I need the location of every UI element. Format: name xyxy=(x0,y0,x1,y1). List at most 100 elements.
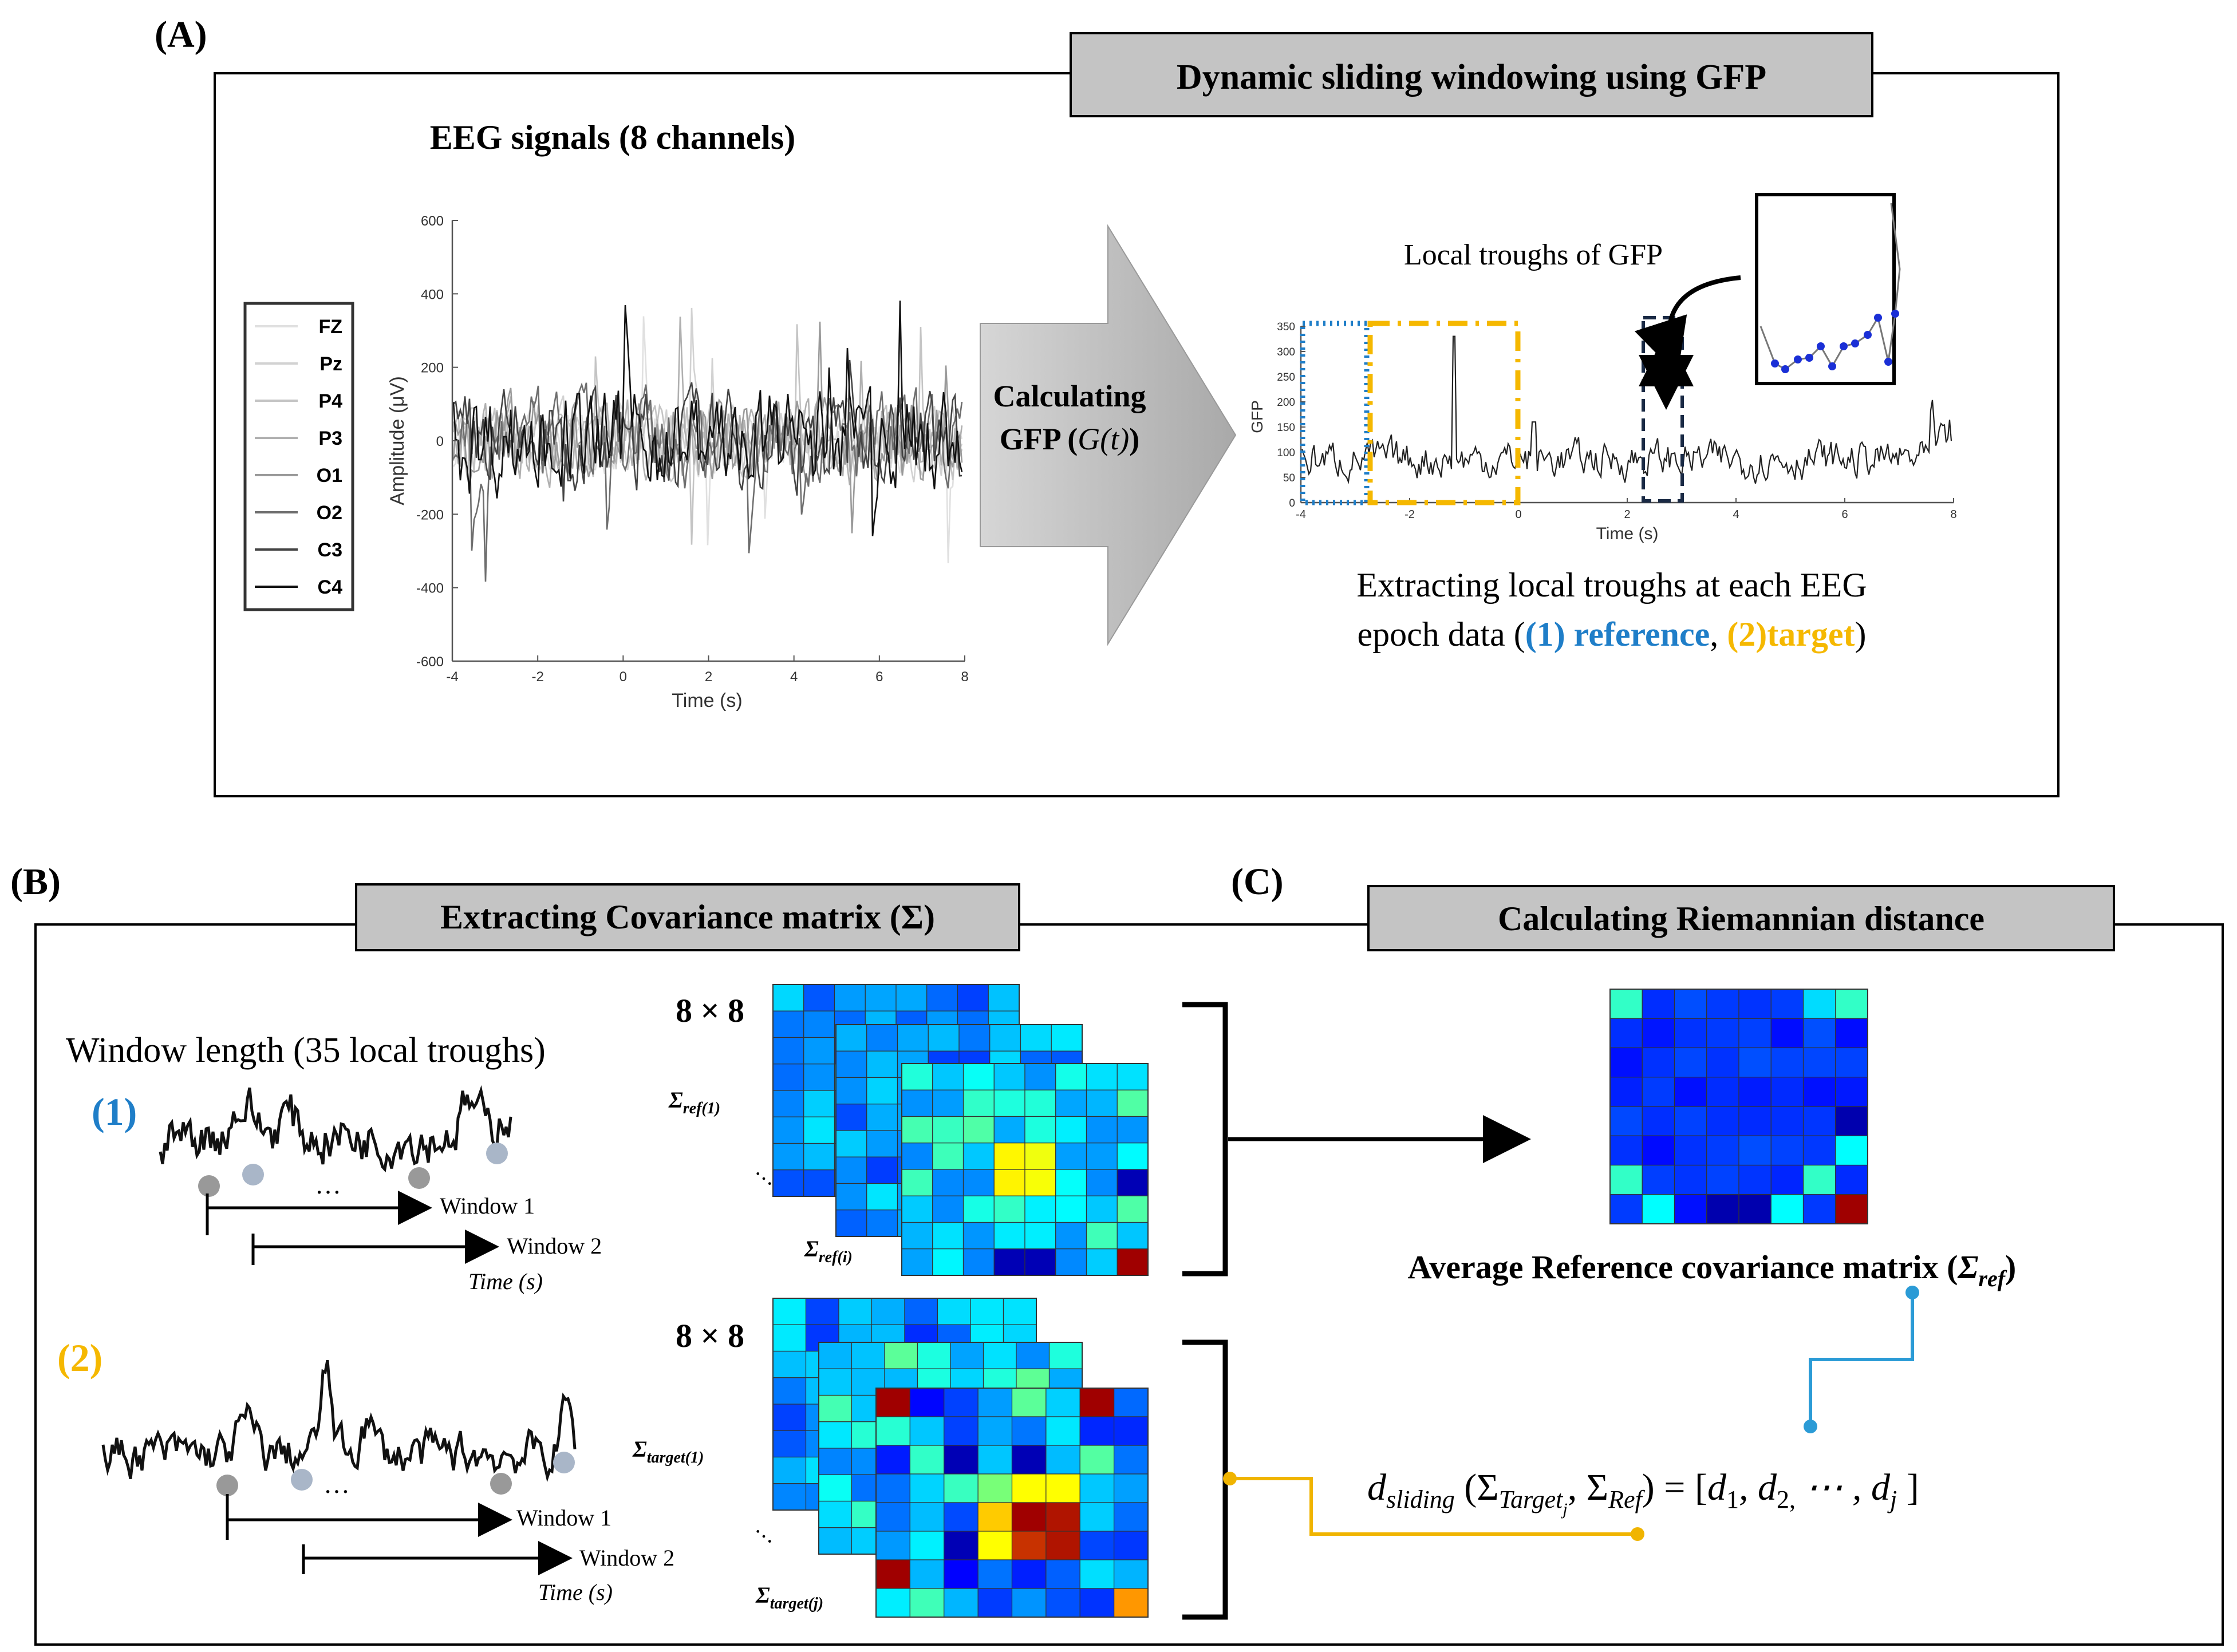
matrix-cell xyxy=(772,1377,807,1405)
matrix-cell xyxy=(818,1421,853,1449)
matrix-cell xyxy=(1802,1194,1836,1224)
matrix-cell xyxy=(835,1077,867,1105)
eeg-trace xyxy=(453,359,962,502)
matrix-cell xyxy=(1079,1388,1115,1417)
matrix-cell xyxy=(1674,989,1707,1019)
matrix-cell xyxy=(818,1500,853,1528)
trough-marker xyxy=(486,1143,508,1164)
matrix-cell xyxy=(1045,1473,1080,1503)
matrix-cell xyxy=(1020,1024,1052,1052)
matrix-cell xyxy=(1835,1194,1868,1224)
panel-bc-frame xyxy=(34,923,2224,1646)
eeg-trace xyxy=(452,301,963,536)
matrix-cell xyxy=(1674,1135,1707,1166)
matrix-cell xyxy=(917,1342,951,1369)
matrix-cell xyxy=(909,1588,945,1618)
legend-entry: FZ xyxy=(318,316,342,338)
trough-point xyxy=(1840,342,1848,350)
matrix-cell xyxy=(1835,1077,1868,1107)
matrix-cell xyxy=(1045,1588,1080,1618)
panel-a: (A) Dynamic sliding windowing using GFP … xyxy=(155,14,2060,797)
matrix-cell xyxy=(875,1588,910,1618)
matrix-cell xyxy=(875,1502,910,1532)
matrix-cell xyxy=(962,1169,995,1196)
matrix-cell xyxy=(1114,1388,1149,1417)
matrix-cell xyxy=(1642,1194,1675,1224)
trough-marker xyxy=(216,1475,238,1496)
matrix-cell xyxy=(835,1050,867,1078)
matrix-cell xyxy=(932,1143,964,1170)
matrix-cell xyxy=(993,1063,1025,1090)
matrix-cell xyxy=(1055,1195,1087,1223)
matrix-cell xyxy=(932,1116,964,1144)
matrix-cell xyxy=(944,1445,979,1475)
matrix-cell xyxy=(1045,1388,1080,1417)
matrix-cell xyxy=(1079,1473,1115,1503)
matrix-cell xyxy=(1738,1135,1772,1166)
trough-marker xyxy=(291,1469,313,1491)
gfp-yticks: 350 300 250 200 150 100 50 0 xyxy=(1277,321,1305,509)
matrix-cell xyxy=(1011,1531,1047,1560)
matrix-cell xyxy=(1011,1473,1047,1503)
matrix-cell xyxy=(871,1298,905,1325)
matrix-cell xyxy=(1079,1416,1115,1446)
matrix-cell xyxy=(1609,1018,1643,1049)
matrix-cell xyxy=(1116,1089,1149,1117)
matrix-cell xyxy=(1835,989,1868,1019)
matrix-cell xyxy=(1086,1169,1118,1196)
trough-point xyxy=(1771,359,1779,367)
covariance-matrix xyxy=(875,1388,1149,1618)
matrix-cell xyxy=(866,1130,898,1157)
matrix-cell xyxy=(1802,1018,1836,1049)
sigma-target1-label: Σtarget(1) xyxy=(632,1436,704,1467)
matrix-cell xyxy=(1738,1194,1772,1224)
target-signal-trace xyxy=(101,1359,577,1483)
gfp-xtick-label: 0 xyxy=(1515,508,1521,521)
matrix-cell xyxy=(904,1298,938,1325)
series1-window2: Window 2 xyxy=(507,1233,602,1259)
matrix-cell xyxy=(1079,1502,1115,1532)
matrix-cell xyxy=(1051,1024,1083,1052)
matrix-cell xyxy=(958,1024,991,1052)
trough-point xyxy=(1851,339,1859,347)
eeg-xtick-label: 2 xyxy=(705,669,712,685)
trough-marker xyxy=(553,1452,575,1473)
matrix-cell xyxy=(772,1090,804,1117)
gfp-ytick-label: 350 xyxy=(1277,321,1295,333)
matrix-cell xyxy=(1086,1143,1118,1170)
matrix-cell xyxy=(901,1248,933,1276)
matrix-cell xyxy=(1055,1248,1087,1276)
series1-label: (1) xyxy=(92,1090,137,1133)
eeg-plot: 600 400 200 0 -200 -400 -600 -4 -2 0 2 4 6 8 Amplitu… xyxy=(243,214,969,712)
window-signal xyxy=(101,1359,577,1483)
matrix-cell xyxy=(909,1502,945,1532)
matrix-cell xyxy=(1738,1164,1772,1195)
matrix-cell xyxy=(993,1116,1025,1144)
eeg-ytick-label: 0 xyxy=(436,434,444,449)
trough-point xyxy=(1864,331,1872,339)
matrix-cell xyxy=(835,1104,867,1131)
matrix-cell xyxy=(1835,1018,1868,1049)
matrix-cell xyxy=(1802,1047,1836,1078)
matrix-cell xyxy=(944,1531,979,1560)
matrix-cell xyxy=(1079,1531,1115,1560)
matrix-cell xyxy=(1086,1248,1118,1276)
matrix-cell xyxy=(835,1156,867,1184)
ref-size-label: 8 × 8 xyxy=(676,992,744,1029)
matrix-cell xyxy=(866,1024,898,1052)
matrix-border xyxy=(901,1063,1149,1276)
eeg-xlabel: Time (s) xyxy=(672,690,742,712)
sigma-targetj-label: Σtarget(j) xyxy=(755,1582,823,1613)
matrix-cell xyxy=(1024,1248,1056,1276)
panel-b: (B) (C) Extracting Covariance matrix (Σ)… xyxy=(10,861,2224,1646)
matrix-cell xyxy=(772,1037,804,1065)
matrix-cell xyxy=(977,1559,1013,1589)
matrix-cell xyxy=(1024,1195,1056,1223)
blue-connector xyxy=(1809,1294,1914,1425)
blue-connector-start xyxy=(1804,1420,1817,1433)
matrix-cell xyxy=(977,1531,1013,1560)
matrix-cell xyxy=(1706,1018,1739,1049)
matrix-cell xyxy=(1045,1445,1080,1475)
matrix-cell xyxy=(818,1527,853,1555)
eeg-xtick-label: -2 xyxy=(531,669,543,685)
